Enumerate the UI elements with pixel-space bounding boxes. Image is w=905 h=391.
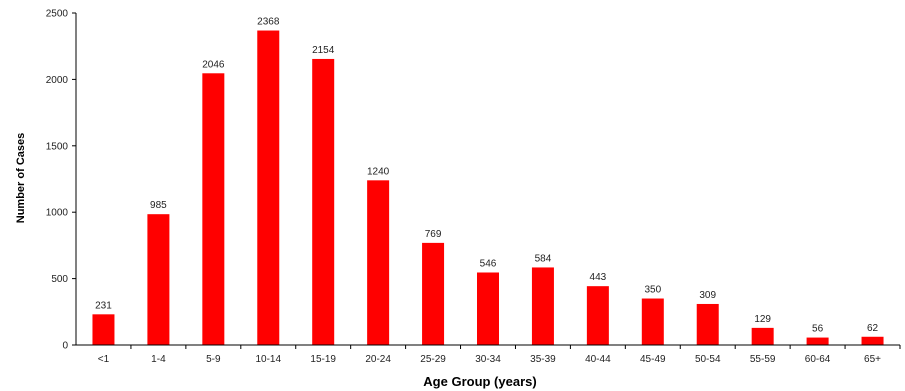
data-label: 769 bbox=[425, 229, 442, 240]
x-axis-title: Age Group (years) bbox=[423, 374, 536, 389]
x-tick-label: 15-19 bbox=[310, 354, 336, 365]
data-label: 985 bbox=[150, 200, 167, 211]
data-label: 129 bbox=[754, 314, 771, 325]
x-tick-label: 5-9 bbox=[206, 354, 221, 365]
bar-value-labels: 231 985 2046 2368 2154 1240 769 546 584 443 350 309… bbox=[95, 17, 878, 335]
bar-25-29 bbox=[422, 242, 445, 345]
x-tick-label: 50-54 bbox=[695, 354, 721, 365]
data-label: 309 bbox=[699, 290, 716, 301]
y-axis-ticks: 0 500 1000 1500 2000 2500 bbox=[46, 9, 76, 352]
data-label: 1240 bbox=[367, 166, 390, 177]
data-label: 2154 bbox=[312, 45, 335, 56]
bar-5-9 bbox=[202, 73, 225, 345]
bar-65+ bbox=[861, 336, 884, 345]
x-tick-label: 30-34 bbox=[475, 354, 501, 365]
data-label: 56 bbox=[812, 324, 824, 335]
bar-50-54 bbox=[696, 303, 719, 345]
y-tick-label: 500 bbox=[51, 274, 68, 285]
y-axis-title: Number of Cases bbox=[15, 133, 27, 223]
y-tick-label: 2000 bbox=[46, 75, 69, 86]
bar-1-4 bbox=[147, 214, 170, 345]
data-label: 2368 bbox=[257, 17, 280, 28]
data-label: 2046 bbox=[202, 59, 225, 70]
x-tick-label: 20-24 bbox=[365, 354, 391, 365]
data-label: 546 bbox=[480, 258, 497, 269]
x-tick-label: 35-39 bbox=[530, 354, 556, 365]
y-tick-label: 2500 bbox=[46, 9, 69, 20]
bar-20-24 bbox=[367, 180, 390, 345]
x-axis-ticks: <1 1-4 5-9 10-14 15-19 20-24 25-29 30-34 35-39 40… bbox=[98, 345, 901, 365]
x-tick-label: 1-4 bbox=[151, 354, 166, 365]
bar-30-34 bbox=[477, 272, 499, 345]
data-label: 231 bbox=[95, 300, 112, 311]
x-tick-label: 40-44 bbox=[585, 354, 611, 365]
x-tick-label: 10-14 bbox=[255, 354, 281, 365]
bar-15-19 bbox=[312, 58, 335, 346]
bars bbox=[92, 30, 884, 346]
y-tick-label: 1500 bbox=[46, 141, 69, 152]
bar-10-14 bbox=[257, 30, 280, 345]
x-tick-label: 45-49 bbox=[640, 354, 666, 365]
x-tick-label: 25-29 bbox=[420, 354, 446, 365]
x-tick-label: <1 bbox=[98, 354, 110, 365]
bar-60-64 bbox=[806, 337, 829, 345]
data-label: 62 bbox=[867, 323, 879, 334]
x-tick-label: 60-64 bbox=[805, 354, 831, 365]
bar-55-59 bbox=[751, 327, 774, 345]
x-tick-label: 65+ bbox=[864, 354, 881, 365]
bar-45-49 bbox=[641, 298, 664, 345]
data-label: 584 bbox=[535, 253, 552, 264]
bar-40-44 bbox=[586, 286, 609, 345]
data-label: 443 bbox=[590, 272, 607, 283]
bar-35-39 bbox=[531, 267, 554, 345]
x-tick-label: 55-59 bbox=[750, 354, 776, 365]
data-label: 350 bbox=[644, 285, 661, 296]
bar-<1 bbox=[92, 314, 115, 345]
y-tick-label: 1000 bbox=[46, 208, 69, 219]
y-tick-label: 0 bbox=[62, 341, 68, 352]
